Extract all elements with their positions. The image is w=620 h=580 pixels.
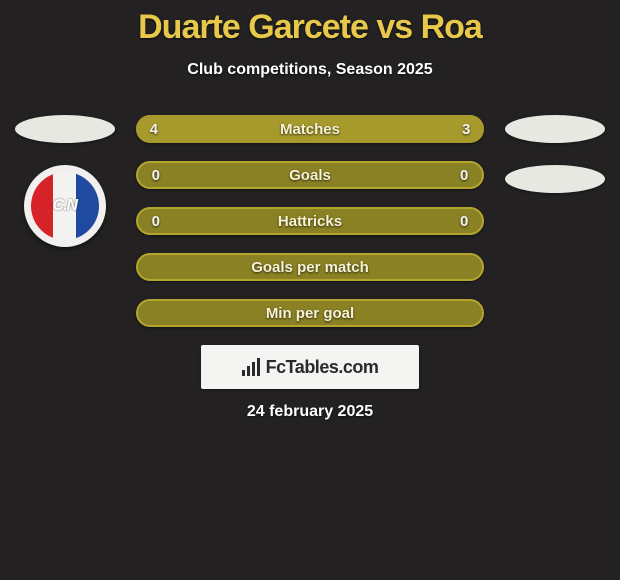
watermark-text: FcTables.com [266,357,379,378]
club-badge-left: C.N [24,165,106,247]
stat-left-value: 0 [138,167,188,184]
watermark: FcTables.com [201,345,419,389]
stat-row: Goals per match [136,253,485,281]
stat-row: 4Matches3 [136,115,485,143]
stat-label: Goals [188,167,433,184]
badge-letters: C.N [31,172,99,240]
badge-inner: C.N [31,172,99,240]
comparison-panel: C.N 4Matches30Goals00Hattricks0Goals per… [0,115,620,327]
bar-chart-icon [242,358,262,376]
page-title: Duarte Garcete vs Roa [0,0,620,47]
stat-label: Matches [186,121,435,138]
stat-right-value: 0 [432,213,482,230]
footer-date: 24 february 2025 [0,403,620,421]
left-player-col: C.N [10,115,120,247]
stat-row: 0Goals0 [136,161,485,189]
player-photo-placeholder [505,115,605,143]
stat-label: Goals per match [188,259,433,276]
stat-left-value: 0 [138,213,188,230]
stat-label: Hattricks [188,213,433,230]
club-badge-placeholder [505,165,605,193]
stat-row: 0Hattricks0 [136,207,485,235]
player-photo-placeholder [15,115,115,143]
stats-column: 4Matches30Goals00Hattricks0Goals per mat… [136,115,485,327]
stat-label: Min per goal [188,305,433,322]
stat-right-value: 3 [434,121,484,138]
stat-right-value: 0 [432,167,482,184]
right-player-col [500,115,610,193]
stat-left-value: 4 [136,121,186,138]
subtitle: Club competitions, Season 2025 [0,61,620,79]
stat-row: Min per goal [136,299,485,327]
